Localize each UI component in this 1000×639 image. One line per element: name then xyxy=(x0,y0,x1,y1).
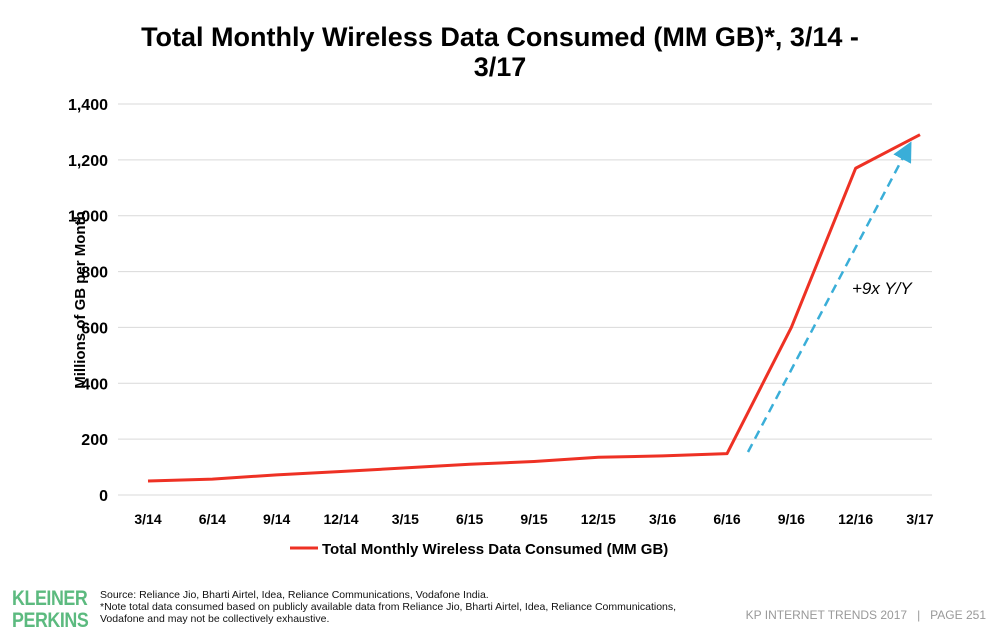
kleiner-perkins-logo: KLEINER PERKINS xyxy=(12,587,89,632)
x-tick-label: 9/15 xyxy=(520,511,547,527)
title-line-1: Total Monthly Wireless Data Consumed (MM… xyxy=(141,22,859,52)
y-tick-label: 600 xyxy=(81,320,108,337)
legend-label: Total Monthly Wireless Data Consumed (MM… xyxy=(322,541,668,558)
y-tick-label: 800 xyxy=(81,265,108,282)
x-tick-label: 12/15 xyxy=(581,511,616,527)
y-tick-label: 200 xyxy=(81,432,108,449)
annotation-text: +9x Y/Y xyxy=(852,279,913,298)
x-tick-label: 9/14 xyxy=(263,511,290,527)
chart-title: Total Monthly Wireless Data Consumed (MM… xyxy=(0,22,1000,82)
page-number: KP INTERNET TRENDS 2017 | PAGE 251 xyxy=(745,608,986,622)
y-axis-label: Millions of GB per Month xyxy=(72,211,89,388)
growth-arrow xyxy=(746,141,912,453)
x-tick-label: 6/16 xyxy=(713,511,740,527)
x-tick-label: 12/16 xyxy=(838,511,873,527)
x-tick-label: 3/17 xyxy=(906,511,933,527)
y-tick-label: 400 xyxy=(81,376,108,393)
y-tick-label: 1,000 xyxy=(68,209,108,226)
x-tick-label: 6/14 xyxy=(199,511,226,527)
x-tick-label: 12/14 xyxy=(323,511,358,527)
footnote: *Note total data consumed based on publi… xyxy=(100,601,677,625)
series-line xyxy=(147,133,921,483)
x-tick-label: 9/16 xyxy=(778,511,805,527)
x-tick-label: 3/14 xyxy=(134,511,161,527)
title-line-2: 3/17 xyxy=(473,52,527,82)
x-tick-label: 3/15 xyxy=(392,511,419,527)
y-tick-label: 1,200 xyxy=(68,153,108,170)
x-tick-label: 6/15 xyxy=(456,511,483,527)
source-note: Source: Reliance Jio, Bharti Airtel, Ide… xyxy=(100,589,489,601)
x-tick-label: 3/16 xyxy=(649,511,676,527)
y-tick-label: 0 xyxy=(99,488,108,505)
y-tick-label: 1,400 xyxy=(68,97,108,114)
